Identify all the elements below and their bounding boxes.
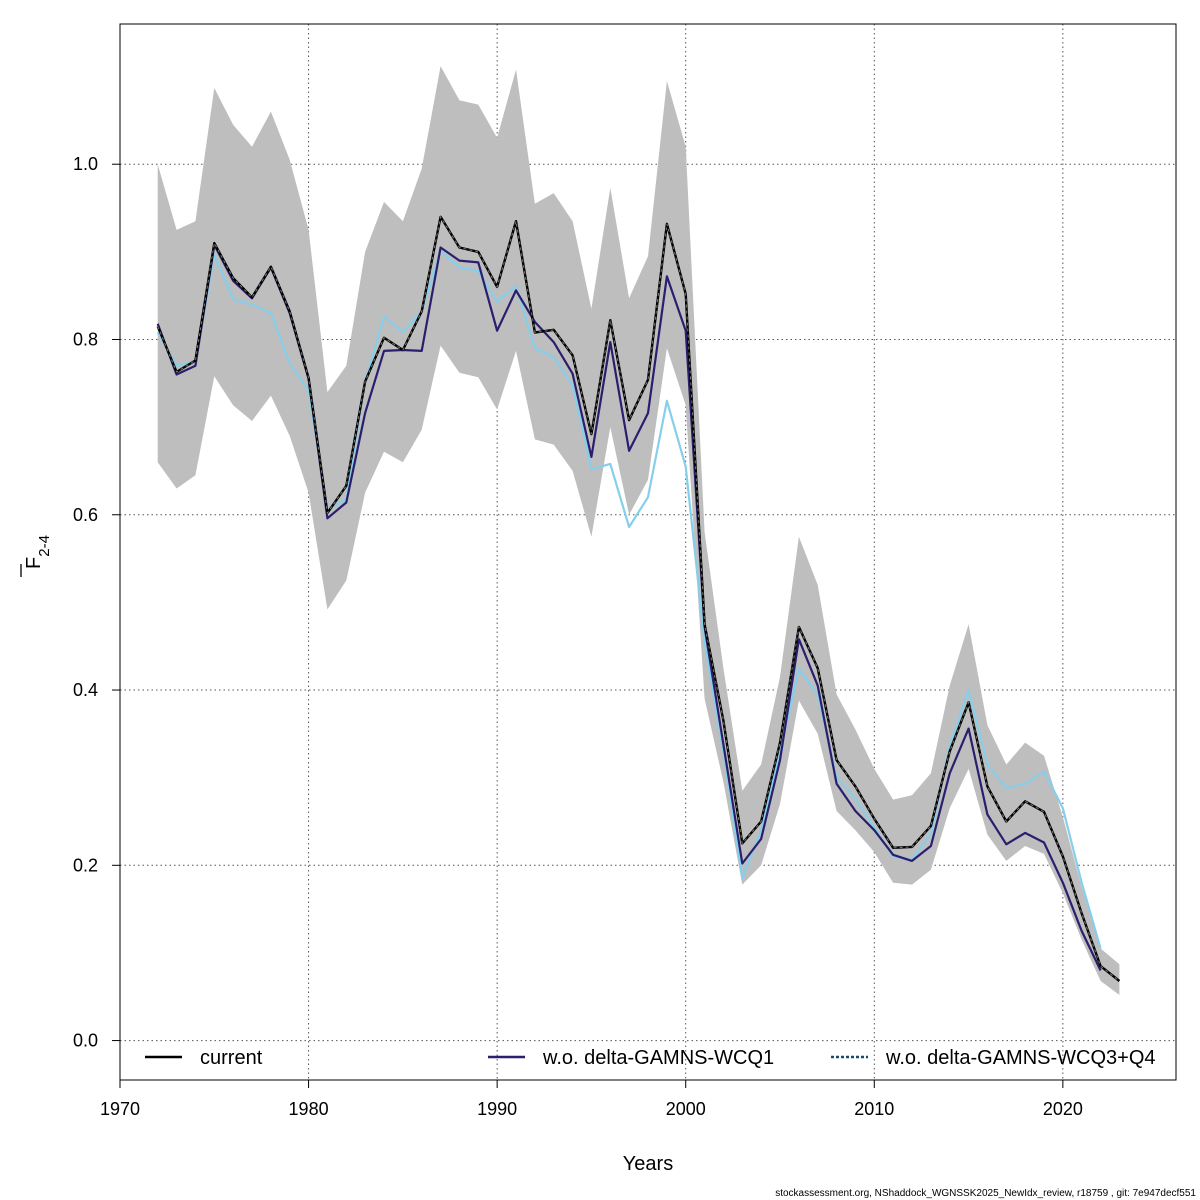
series-line-current-dashes [157, 215, 1120, 982]
y-axis-title-sub: 2-4 [36, 535, 53, 557]
x-tick-label-1990: 1990 [477, 1099, 517, 1119]
legend: current w.o. delta-GAMNS-WCQ1 w.o. delta-G… [145, 1047, 1156, 1069]
x-tick-label-2000: 2000 [666, 1099, 706, 1119]
legend-item-wcq3q4: w.o. delta-GAMNS-WCQ3+Q4 [831, 1047, 1156, 1069]
x-axis-title: Years [623, 1153, 673, 1175]
legend-item-wcq1-label: w.o. delta-GAMNS-WCQ1 [542, 1047, 774, 1069]
y-axis: 0.0 0.2 0.4 0.6 0.8 1.0 [73, 154, 121, 1051]
legend-item-current: current [145, 1047, 263, 1069]
y-tick-label-0.4: 0.4 [73, 680, 98, 700]
y-tick-label-0.6: 0.6 [73, 505, 98, 525]
y-tick-label-1: 1.0 [73, 154, 98, 174]
x-axis: 1970 1980 1990 2000 2010 2020 [100, 1079, 1083, 1119]
confidence-band [157, 66, 1120, 996]
confidence-band-layer [157, 66, 1120, 996]
x-tick-label-2020: 2020 [1043, 1099, 1083, 1119]
y-tick-label-0.8: 0.8 [73, 329, 98, 349]
svg-text:F2-4: F2-4 [23, 535, 53, 569]
y-axis-title-main: F [23, 557, 45, 569]
series-layer [156, 215, 1121, 982]
y-axis-title: F2-4 [20, 535, 53, 577]
legend-item-wcq1: w.o. delta-GAMNS-WCQ1 [488, 1047, 774, 1069]
x-tick-label-1980: 1980 [289, 1099, 329, 1119]
legend-item-current-label: current [200, 1047, 263, 1069]
x-tick-label-1970: 1970 [100, 1099, 140, 1119]
y-tick-label-0: 0.0 [73, 1031, 98, 1051]
footer-text: stockassessment.org, NShaddock_WGNSSK202… [775, 1188, 1196, 1199]
x-tick-label-2010: 2010 [854, 1099, 894, 1119]
legend-item-wcq3q4-label: w.o. delta-GAMNS-WCQ3+Q4 [885, 1047, 1156, 1069]
y-tick-label-0.2: 0.2 [73, 855, 98, 875]
